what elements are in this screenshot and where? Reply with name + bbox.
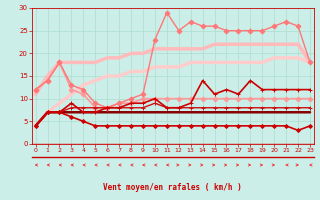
Text: Vent moyen/en rafales ( km/h ): Vent moyen/en rafales ( km/h ) (103, 183, 242, 192)
